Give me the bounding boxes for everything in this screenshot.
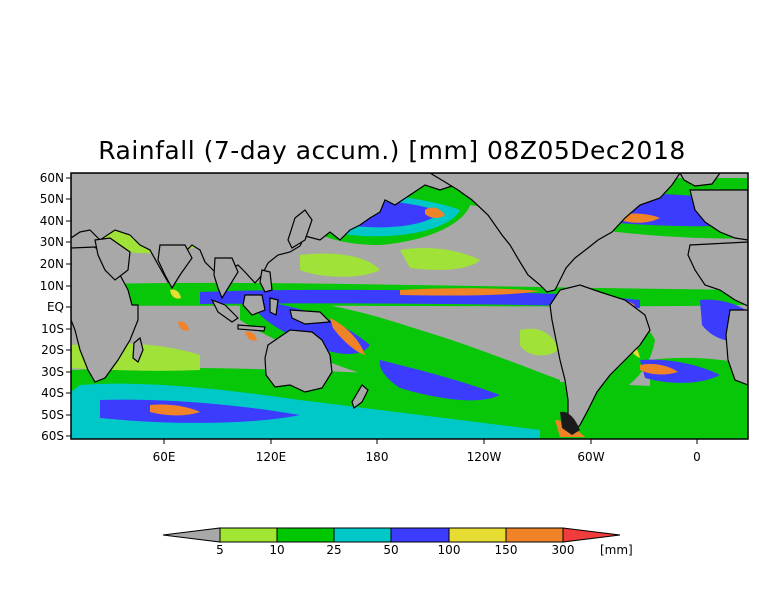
colorbar-bin-5-10 [219, 527, 278, 543]
lat-ticks [66, 177, 71, 437]
lat-label-30n: 30N [39, 235, 64, 249]
lat-label-50s: 50S [41, 408, 64, 422]
colorbar-label-300: 300 [551, 543, 575, 557]
greenland-outline [679, 173, 721, 187]
lat-label-60n: 60N [39, 171, 64, 185]
japan-outline [287, 209, 313, 249]
java-outline [237, 324, 266, 332]
colorbar-label-5: 5 [216, 543, 224, 557]
new-zealand-outline [351, 384, 369, 409]
colorbar-bin-150-300 [505, 527, 564, 543]
colorbar-bin-10-25 [276, 527, 335, 543]
colorbar-bin-50-100 [390, 527, 450, 543]
map-title: Rainfall (7-day accum.) [mm] 08Z05Dec201… [98, 136, 686, 165]
africa-south-east-outline [725, 309, 748, 386]
africa-west-outline [687, 241, 748, 307]
lon-ticks [163, 439, 698, 444]
lat-label-20n: 20N [39, 257, 64, 271]
map-frame [70, 172, 749, 440]
india-outline [157, 244, 193, 290]
lat-label-60s: 60S [41, 429, 64, 443]
lon-label-0: 0 [693, 450, 701, 464]
lon-label-60w: 60W [577, 450, 605, 464]
sulawesi-outline [269, 297, 279, 316]
colorbar-high-arrow [562, 527, 621, 543]
philippines-outline [259, 269, 273, 293]
north-america-outline [428, 173, 681, 293]
lat-label-40s: 40S [41, 386, 64, 400]
colorbar-label-10: 10 [269, 543, 285, 557]
colorbar-bin-25-50 [333, 527, 392, 543]
colorbar-label-25: 25 [326, 543, 342, 557]
lat-label-20s: 20S [41, 343, 64, 357]
new-guinea-outline [289, 309, 332, 325]
cape-horn-detail [560, 411, 580, 435]
south-america-outline [549, 284, 651, 434]
sumatra-outline [210, 298, 239, 323]
lon-label-60e: 60E [152, 450, 176, 464]
colorbar-label-150: 150 [494, 543, 518, 557]
lat-label-10n: 10N [39, 279, 64, 293]
map-field [71, 173, 748, 439]
lon-label-120e: 120E [255, 450, 287, 464]
lat-label-10s: 10S [41, 322, 64, 336]
lat-label-50n: 50N [39, 192, 64, 206]
madagascar-outline [132, 336, 144, 363]
borneo-outline [242, 294, 266, 316]
lat-label-40n: 40N [39, 214, 64, 228]
colorbar-low-arrow [162, 527, 221, 543]
colorbar-unit: [mm] [600, 543, 633, 557]
colorbar [162, 527, 621, 543]
land-masses [71, 173, 748, 434]
arabia-outline [94, 237, 131, 281]
australia-outline [264, 329, 333, 393]
lat-label-eq: EQ [46, 300, 64, 314]
lon-label-180: 180 [365, 450, 389, 464]
lat-label-30s: 30S [41, 365, 64, 379]
lon-label-120w: 120W [466, 450, 502, 464]
colorbar-label-100: 100 [437, 543, 461, 557]
colorbar-bin-100-150 [448, 527, 507, 543]
indochina-outline [213, 257, 239, 300]
europe-outline [689, 189, 748, 241]
colorbar-label-50: 50 [383, 543, 399, 557]
